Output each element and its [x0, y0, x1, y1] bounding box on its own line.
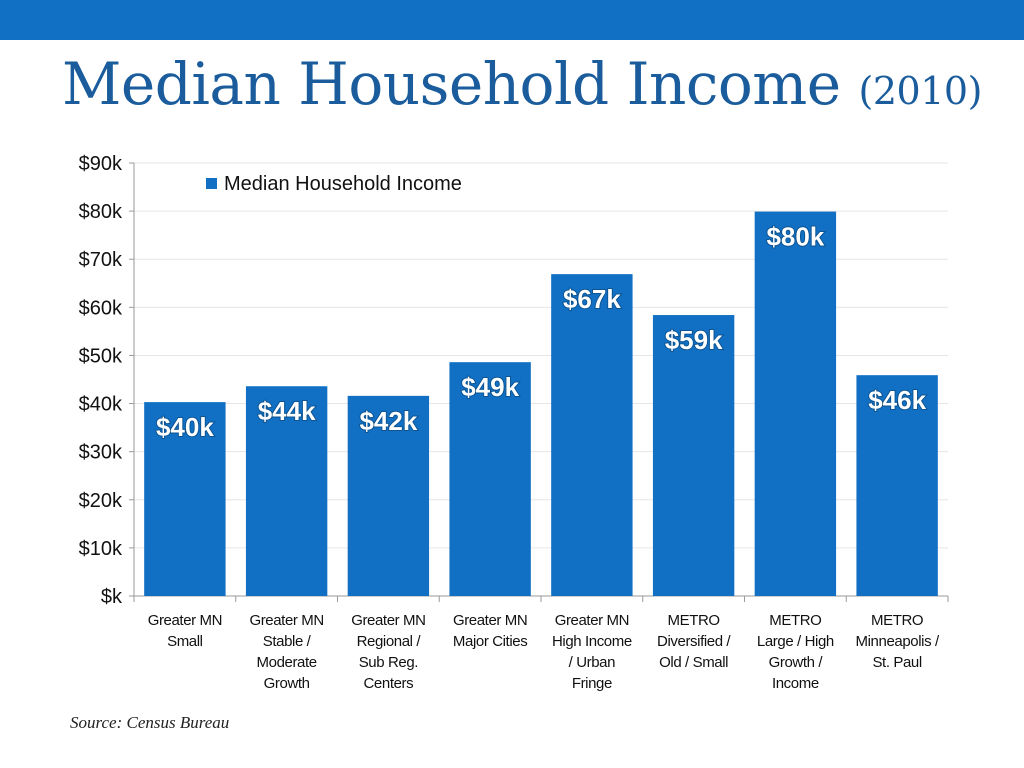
title-main: Median Household Income	[62, 50, 841, 118]
bar	[551, 274, 633, 596]
x-tick-label: Greater MN Major Cities	[453, 612, 527, 650]
y-tick-label: $10k	[79, 538, 123, 560]
x-tick-label: METRO Diversified / Old / Small	[657, 612, 731, 671]
x-tick-label: METRO Large / High Growth / Income	[757, 612, 834, 692]
source-note: Source: Census Bureau	[70, 713, 230, 732]
data-label: $42k	[359, 406, 417, 436]
data-label: $40k	[156, 412, 214, 442]
x-tick-label: Greater MN Regional / Sub Reg. Centers	[351, 612, 425, 692]
page-title: Median Household Income (2010)	[62, 55, 982, 113]
bar	[347, 395, 430, 596]
y-tick-label: $60k	[79, 297, 123, 319]
bar	[856, 375, 938, 596]
bar	[245, 386, 328, 596]
x-tick-label: Greater MN High Income / Urban Fringe	[552, 612, 632, 692]
y-tick-label: $k	[101, 586, 123, 608]
data-label: $49k	[461, 372, 519, 402]
x-tick-label: Greater MN Stable / Moderate Growth	[249, 612, 323, 692]
bar	[449, 362, 531, 596]
y-tick-label: $80k	[79, 201, 123, 223]
y-tick-label: $30k	[79, 442, 123, 464]
legend-label: Median Household Income	[224, 173, 462, 195]
x-tick-label: Greater MN Small	[148, 612, 222, 650]
y-tick-label: $40k	[79, 394, 123, 416]
data-label: $44k	[258, 396, 316, 426]
bar	[754, 211, 837, 596]
data-label: $80k	[766, 222, 824, 252]
title-year: (2010)	[858, 69, 983, 113]
bar	[652, 315, 735, 596]
y-tick-label: $50k	[79, 345, 123, 367]
y-tick-label: $70k	[79, 249, 123, 271]
legend-swatch	[206, 178, 217, 189]
x-tick-label: METRO Minneapolis / St. Paul	[856, 612, 940, 671]
y-tick-label: $90k	[79, 153, 123, 175]
bar	[144, 402, 226, 596]
data-label: $67k	[563, 284, 621, 314]
data-label: $46k	[868, 385, 926, 415]
top-band	[0, 0, 1024, 40]
data-label: $59k	[665, 325, 723, 355]
y-tick-label: $20k	[79, 490, 123, 512]
